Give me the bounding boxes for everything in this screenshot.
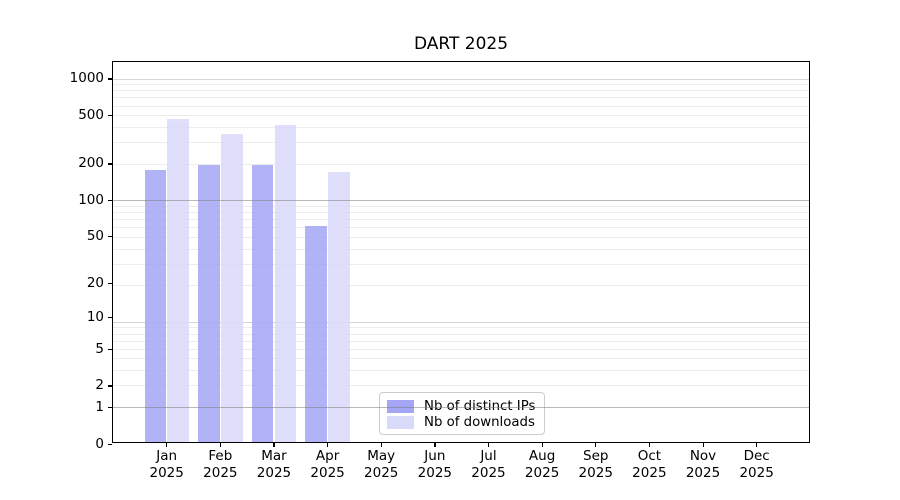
y-tick-mark: [108, 115, 112, 117]
y-tick-mark: [108, 385, 112, 387]
y-tick-label: 10: [86, 308, 104, 325]
gridline-minor: [113, 205, 809, 207]
bar-distinct-ips-jan: [144, 170, 167, 442]
x-tick-mark: [541, 443, 543, 447]
gridline-minor: [113, 105, 809, 107]
x-tick-mark: [434, 443, 436, 447]
gridline-minor: [113, 219, 809, 221]
legend-item-downloads: Nb of downloads: [387, 414, 538, 430]
y-tick-label: 500: [78, 107, 104, 124]
bar-downloads-feb: [220, 133, 243, 442]
legend-swatch-distinct-ips: [387, 399, 414, 413]
gridline-minor: [113, 358, 809, 360]
gridline-minor: [113, 348, 809, 350]
legend-swatch-downloads: [387, 415, 414, 429]
y-tick-mark: [108, 406, 112, 409]
gridline-minor: [113, 211, 809, 213]
gridline-minor: [113, 327, 809, 329]
legend-label-distinct-ips: Nb of distinct IPs: [424, 398, 536, 414]
gridline-minor: [113, 227, 809, 229]
y-tick-mark: [108, 443, 112, 445]
y-tick-mark: [108, 78, 112, 80]
plot-area: [112, 61, 810, 443]
x-tick-mark: [595, 443, 597, 447]
gridline-minor: [113, 126, 809, 128]
y-tick-label: 1000: [69, 70, 104, 87]
gridline-minor: [113, 115, 809, 117]
y-tick-mark: [108, 316, 112, 318]
chart-title: DART 2025: [413, 34, 509, 54]
y-tick-label: 2: [95, 377, 104, 394]
y-tick-label: 50: [86, 227, 104, 244]
y-tick-label: 1: [95, 398, 104, 415]
y-tick-mark: [108, 235, 112, 237]
x-tick-mark: [756, 443, 758, 447]
bar-downloads-apr: [328, 171, 350, 442]
x-tick-mark: [166, 443, 168, 447]
bar-distinct-ips-mar: [251, 164, 274, 442]
x-tick-label-sep: Sep 2025: [578, 448, 613, 481]
bar-distinct-ips-apr: [305, 226, 327, 442]
bar-downloads-mar: [274, 124, 297, 442]
gridline-minor: [113, 340, 809, 342]
gridline-strong: [113, 200, 809, 202]
x-tick-label-nov: Nov 2025: [685, 448, 721, 481]
x-tick-label-jun: Jun 2025: [417, 448, 453, 481]
legend-item-distinct-ips: Nb of distinct IPs: [387, 398, 538, 414]
x-tick-label-aug: Aug 2025: [524, 448, 560, 481]
y-tick-mark: [108, 348, 112, 351]
x-tick-label-dec: Dec 2025: [739, 448, 774, 481]
x-tick-label-jul: Jul 2025: [471, 448, 506, 481]
legend: Nb of distinct IPs Nb of downloads: [379, 392, 545, 435]
y-tick-mark: [108, 199, 112, 201]
x-tick-mark: [327, 443, 329, 447]
x-tick-label-apr: Apr 2025: [310, 448, 345, 481]
x-tick-label-jan: Jan 2025: [149, 448, 184, 481]
x-tick-mark: [648, 443, 651, 447]
gridline-minor: [113, 248, 809, 250]
gridline-minor: [113, 263, 809, 265]
x-tick-label-feb: Feb 2025: [203, 448, 238, 481]
y-tick-label: 20: [86, 274, 104, 291]
y-tick-label: 0: [95, 435, 104, 452]
x-tick-mark: [380, 443, 382, 447]
x-tick-mark: [487, 443, 490, 447]
gridline-minor: [113, 84, 809, 86]
bar-distinct-ips-feb: [198, 164, 220, 442]
gridline-minor: [113, 236, 809, 238]
gridline-minor: [113, 370, 809, 372]
x-tick-mark: [273, 443, 275, 447]
gridline-major: [113, 321, 809, 323]
legend-label-downloads: Nb of downloads: [424, 414, 535, 430]
y-tick-label: 5: [95, 340, 104, 357]
bar-downloads-jan: [167, 118, 189, 442]
gridline-minor: [113, 142, 809, 144]
gridline-minor: [113, 385, 809, 387]
y-tick-mark: [108, 163, 112, 165]
y-tick-label: 100: [78, 191, 104, 208]
gridline-major: [113, 78, 809, 80]
gridline-minor: [113, 163, 809, 165]
gridline-minor: [113, 90, 809, 92]
x-tick-mark: [219, 443, 222, 447]
y-tick-mark: [108, 282, 112, 284]
gridline-minor: [113, 285, 809, 287]
gridline-minor: [113, 333, 809, 335]
x-tick-label-oct: Oct 2025: [632, 448, 667, 481]
gridline-minor: [113, 97, 809, 99]
x-tick-label-may: May 2025: [364, 448, 399, 481]
x-tick-mark: [702, 443, 704, 447]
x-tick-label-mar: Mar 2025: [256, 448, 292, 481]
y-tick-label: 200: [78, 155, 104, 172]
gridline-strong: [113, 406, 809, 408]
